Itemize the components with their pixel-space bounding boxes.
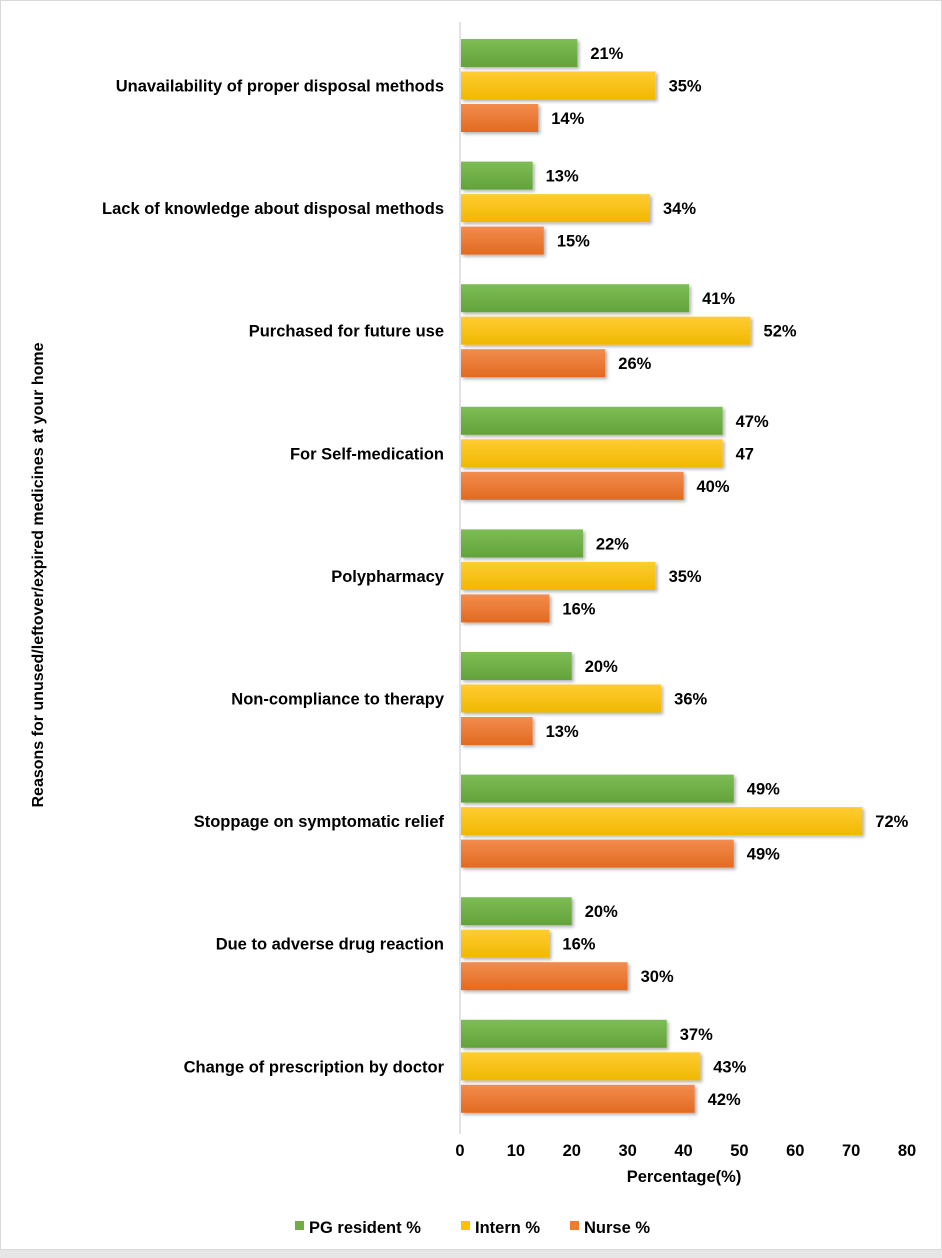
x-tick-label: 30 — [618, 1142, 636, 1160]
x-tick-label: 50 — [730, 1142, 748, 1160]
data-label: 42% — [708, 1091, 741, 1109]
legend-swatch — [570, 1221, 579, 1230]
legend-item: Nurse % — [570, 1219, 650, 1237]
bar-pg-resident — [461, 284, 690, 313]
bar-pg-resident — [461, 406, 723, 435]
bar-intern — [461, 929, 550, 958]
category-label: Purchased for future use — [249, 323, 444, 341]
bar-intern — [461, 1052, 701, 1081]
legend-swatch — [461, 1221, 470, 1230]
bar-nurse — [461, 962, 628, 991]
data-label: 37% — [680, 1026, 713, 1044]
legend: PG resident % Intern % Nurse % — [295, 1219, 650, 1237]
category-label: For Self-medication — [290, 445, 444, 463]
y-axis-title: Reasons for unused/leftover/expired medi… — [30, 342, 47, 807]
data-label: 47% — [736, 413, 769, 431]
bar-pg-resident — [461, 161, 533, 190]
data-label: 20% — [585, 903, 618, 921]
category-label: Due to adverse drug reaction — [216, 936, 444, 954]
category-label: Polypharmacy — [331, 568, 445, 586]
x-tick-label: 0 — [455, 1142, 464, 1160]
bar-pg-resident — [461, 652, 572, 680]
category-label: Change of prescription by doctor — [184, 1058, 445, 1076]
data-label: 49% — [747, 846, 780, 864]
category-label: Unavailability of proper disposal method… — [116, 78, 444, 96]
x-tick-label: 40 — [674, 1142, 692, 1160]
data-label: 22% — [596, 535, 629, 553]
data-label: 40% — [697, 478, 730, 496]
x-tick-label: 20 — [563, 1142, 581, 1160]
bar-pg-resident — [461, 1019, 667, 1048]
bar-intern — [461, 439, 723, 468]
bar-pg-resident — [461, 529, 583, 558]
bottom-strip — [0, 1250, 942, 1258]
data-label: 36% — [674, 691, 707, 709]
bar-nurse — [461, 1084, 695, 1113]
bar-intern — [461, 71, 656, 100]
x-axis-title: Percentage(%) — [627, 1168, 742, 1186]
legend-item: PG resident % — [295, 1219, 421, 1237]
bar-nurse — [461, 717, 533, 745]
bar-intern — [461, 807, 863, 836]
legend-label: Intern % — [475, 1219, 540, 1237]
bar-intern — [461, 316, 751, 345]
x-tick-label: 70 — [842, 1142, 860, 1160]
x-tick-label: 60 — [786, 1142, 804, 1160]
bar-nurse — [461, 104, 539, 132]
bar-pg-resident — [461, 774, 734, 803]
data-label: 49% — [747, 781, 780, 799]
data-label: 34% — [663, 200, 696, 218]
data-label: 35% — [669, 78, 702, 96]
data-label: 13% — [546, 168, 579, 186]
bar-pg-resident — [461, 897, 572, 926]
legend-label: PG resident % — [309, 1219, 421, 1237]
x-tick-label: 10 — [507, 1142, 525, 1160]
bar-nurse — [461, 471, 684, 500]
bar-nurse — [461, 839, 734, 868]
data-label: 14% — [551, 110, 584, 128]
data-label: 47 — [736, 445, 754, 463]
data-label: 41% — [702, 290, 735, 308]
data-label: 43% — [713, 1058, 746, 1076]
data-label: 15% — [557, 233, 590, 251]
bar-nurse — [461, 594, 550, 623]
category-label: Stoppage on symptomatic relief — [194, 813, 445, 831]
data-label: 13% — [546, 723, 579, 741]
legend-item: Intern % — [461, 1219, 540, 1237]
data-label: 72% — [875, 813, 908, 831]
data-label: 26% — [618, 355, 651, 373]
data-label: 16% — [562, 600, 595, 618]
data-label: 52% — [764, 323, 797, 341]
bar-nurse — [461, 226, 544, 255]
data-label: 30% — [641, 968, 674, 986]
category-labels: Unavailability of proper disposal method… — [102, 78, 445, 1077]
bar-intern — [461, 194, 650, 223]
data-label: 20% — [585, 658, 618, 676]
data-label: 16% — [562, 936, 595, 954]
bar-nurse — [461, 349, 606, 378]
category-label: Non-compliance to therapy — [231, 691, 445, 709]
category-label: Lack of knowledge about disposal methods — [102, 200, 444, 218]
bars-layer: 21% 35% 14% 13% 34% 15% 41% 52% 26% 47% 47 40% 22% 35… — [461, 39, 909, 1113]
x-tick-labels: 0 10 20 30 40 50 60 70 80 — [455, 1142, 916, 1160]
x-tick-label: 80 — [898, 1142, 916, 1160]
bar-intern — [461, 561, 656, 590]
bar-pg-resident — [461, 39, 578, 67]
bar-intern — [461, 684, 662, 713]
legend-swatch — [295, 1221, 304, 1230]
legend-label: Nurse % — [584, 1219, 650, 1237]
data-label: 35% — [669, 568, 702, 586]
data-label: 21% — [590, 45, 623, 63]
